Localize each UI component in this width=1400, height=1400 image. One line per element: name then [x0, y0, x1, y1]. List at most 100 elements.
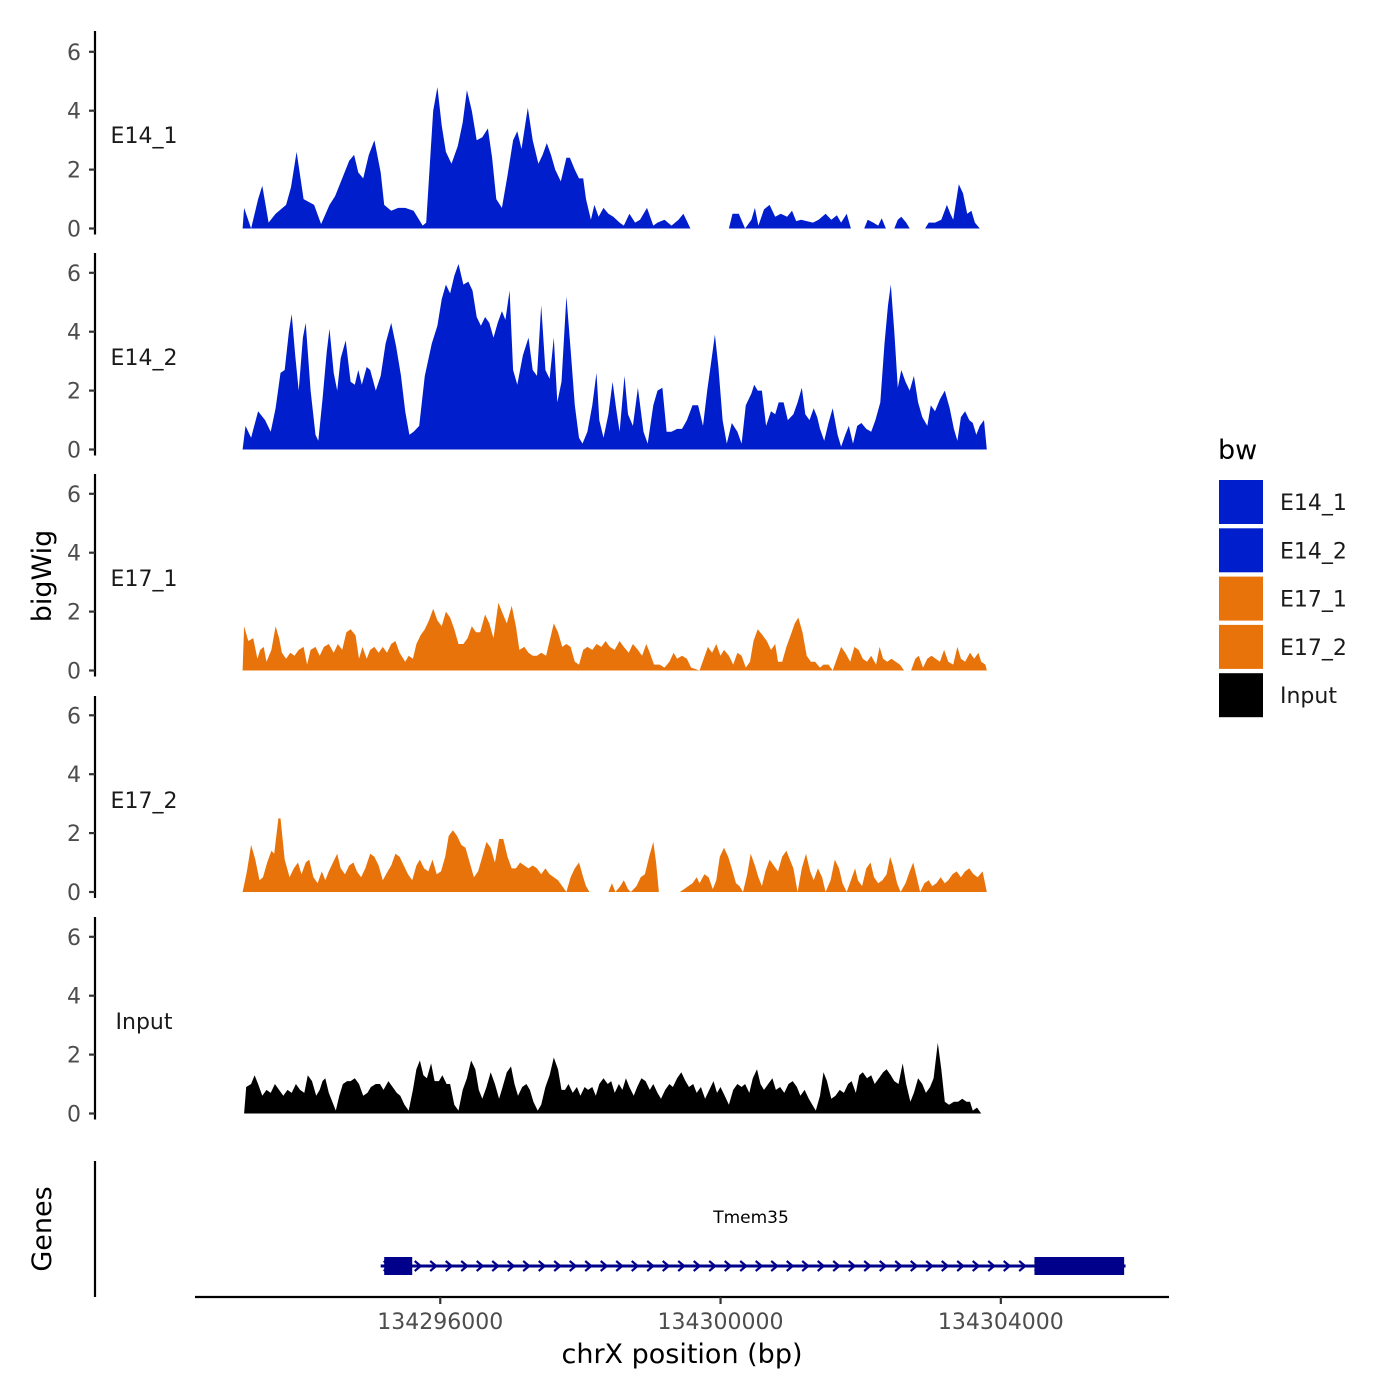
y-tick-label: 6 — [67, 483, 81, 508]
y-tick-label: 0 — [67, 218, 81, 243]
strand-arrow — [832, 1260, 841, 1272]
track-e14-2: 0 2 4 6 E14_2 — [67, 253, 987, 464]
legend-label: E17_2 — [1280, 636, 1347, 661]
strand-arrow — [739, 1260, 748, 1272]
y-tick-label: 2 — [67, 159, 81, 184]
y-tick-label: 6 — [67, 41, 81, 66]
track-input: 0 2 4 6 Input — [67, 917, 982, 1128]
coverage-tracks: 0 2 4 6 E14_1 0 2 4 6 E14_2 0 2 4 6 E17_1 0 2 4 6 E17_2 0 2 4 6… — [67, 31, 987, 1128]
strand-arrow — [940, 1260, 950, 1272]
y-tick-label: 0 — [67, 660, 81, 685]
coverage-area-e17-1 — [242, 602, 987, 671]
strand-arrow — [878, 1260, 888, 1272]
strand-arrow — [615, 1260, 624, 1272]
genes-axis-title: Genes — [27, 1186, 58, 1271]
gene-exon — [1034, 1257, 1125, 1275]
strand-arrow — [708, 1260, 717, 1272]
strand-arrow — [971, 1260, 981, 1272]
strand-arrow — [770, 1260, 779, 1272]
strand-arrow — [723, 1260, 733, 1272]
coverage-area-input — [244, 1042, 982, 1114]
legend: bw E14_1 E14_2 E17_1 E17_2 Input — [1218, 435, 1347, 718]
strand-arrow — [1002, 1260, 1012, 1272]
track-label: E17_2 — [111, 789, 178, 814]
strand-arrow — [894, 1260, 903, 1272]
legend-swatch — [1219, 624, 1263, 669]
y-tick-label: 4 — [67, 985, 81, 1010]
strand-arrow — [801, 1260, 810, 1272]
y-tick-label: 0 — [67, 1103, 81, 1128]
legend-swatch — [1219, 673, 1263, 718]
y-axis-title: bigWig — [27, 530, 58, 623]
legend-title: bw — [1218, 435, 1257, 466]
strand-arrow — [816, 1260, 826, 1272]
strand-arrow — [785, 1260, 795, 1272]
y-tick-label: 2 — [67, 822, 81, 847]
strand-arrow — [847, 1260, 857, 1272]
strand-arrow — [413, 1260, 423, 1272]
strand-arrow — [987, 1260, 996, 1272]
strand-arrow — [909, 1260, 919, 1272]
y-tick-label: 4 — [67, 763, 81, 788]
strand-arrow — [460, 1260, 469, 1272]
strand-arrow — [553, 1260, 562, 1272]
y-tick-label: 6 — [67, 926, 81, 951]
legend-label: E14_2 — [1280, 539, 1347, 564]
strand-arrow — [599, 1260, 609, 1272]
legend-swatch — [1219, 576, 1263, 621]
legend-label: E14_1 — [1280, 491, 1347, 516]
strand-arrow — [646, 1260, 655, 1272]
strand-arrow — [506, 1260, 516, 1272]
track-e14-1: 0 2 4 6 E14_1 — [67, 31, 980, 243]
coverage-area-e14-1 — [242, 87, 980, 229]
strand-arrow — [956, 1260, 965, 1272]
coverage-area-e14-2 — [242, 264, 987, 450]
y-tick-label: 2 — [67, 1044, 81, 1069]
strand-arrow — [863, 1260, 872, 1272]
gene-model — [380, 1257, 1126, 1275]
strand-arrow — [568, 1260, 578, 1272]
coverage-area-e17-2 — [242, 818, 987, 892]
track-label: Input — [116, 1010, 173, 1035]
strand-arrow — [537, 1260, 547, 1272]
legend-swatch — [1219, 480, 1263, 524]
x-tick-label: 134296000 — [377, 1310, 503, 1335]
x-tick-label: 134304000 — [938, 1310, 1064, 1335]
gene-label: Tmem35 — [712, 1208, 789, 1228]
track-e17-1: 0 2 4 6 E17_1 — [67, 474, 987, 685]
y-tick-label: 4 — [67, 542, 81, 567]
strand-arrow — [925, 1260, 934, 1272]
y-tick-label: 4 — [67, 100, 81, 125]
strand-arrow — [754, 1260, 764, 1272]
strand-arrow — [491, 1260, 500, 1272]
strand-arrow — [522, 1260, 531, 1272]
strand-arrow — [584, 1260, 593, 1272]
y-tick-label: 6 — [67, 704, 81, 729]
track-label: E14_1 — [111, 124, 178, 149]
track-label: E17_1 — [111, 567, 178, 592]
strand-arrow — [677, 1260, 686, 1272]
y-tick-label: 0 — [67, 439, 81, 464]
legend-swatch — [1219, 528, 1263, 573]
x-axis-title: chrX position (bp) — [561, 1339, 802, 1370]
x-axis: 134296000 134300000 134304000 — [195, 1295, 1169, 1335]
y-tick-label: 2 — [67, 380, 81, 405]
track-e17-2: 0 2 4 6 E17_2 — [67, 696, 987, 906]
strand-arrow — [661, 1260, 671, 1272]
strand-arrow — [1018, 1260, 1027, 1272]
y-tick-label: 2 — [67, 601, 81, 626]
strand-arrow — [475, 1260, 485, 1272]
strand-arrow — [692, 1260, 702, 1272]
strand-arrow — [429, 1260, 438, 1272]
legend-label: E17_1 — [1280, 588, 1347, 613]
strand-arrow — [630, 1260, 640, 1272]
y-tick-label: 4 — [67, 321, 81, 346]
x-tick-label: 134300000 — [658, 1310, 784, 1335]
gene-track: Tmem35 — [93, 1161, 1126, 1297]
y-tick-label: 0 — [67, 881, 81, 906]
y-tick-label: 6 — [67, 262, 81, 287]
legend-label: Input — [1280, 684, 1337, 709]
track-label: E14_2 — [111, 346, 178, 371]
gene-exon — [384, 1257, 413, 1275]
